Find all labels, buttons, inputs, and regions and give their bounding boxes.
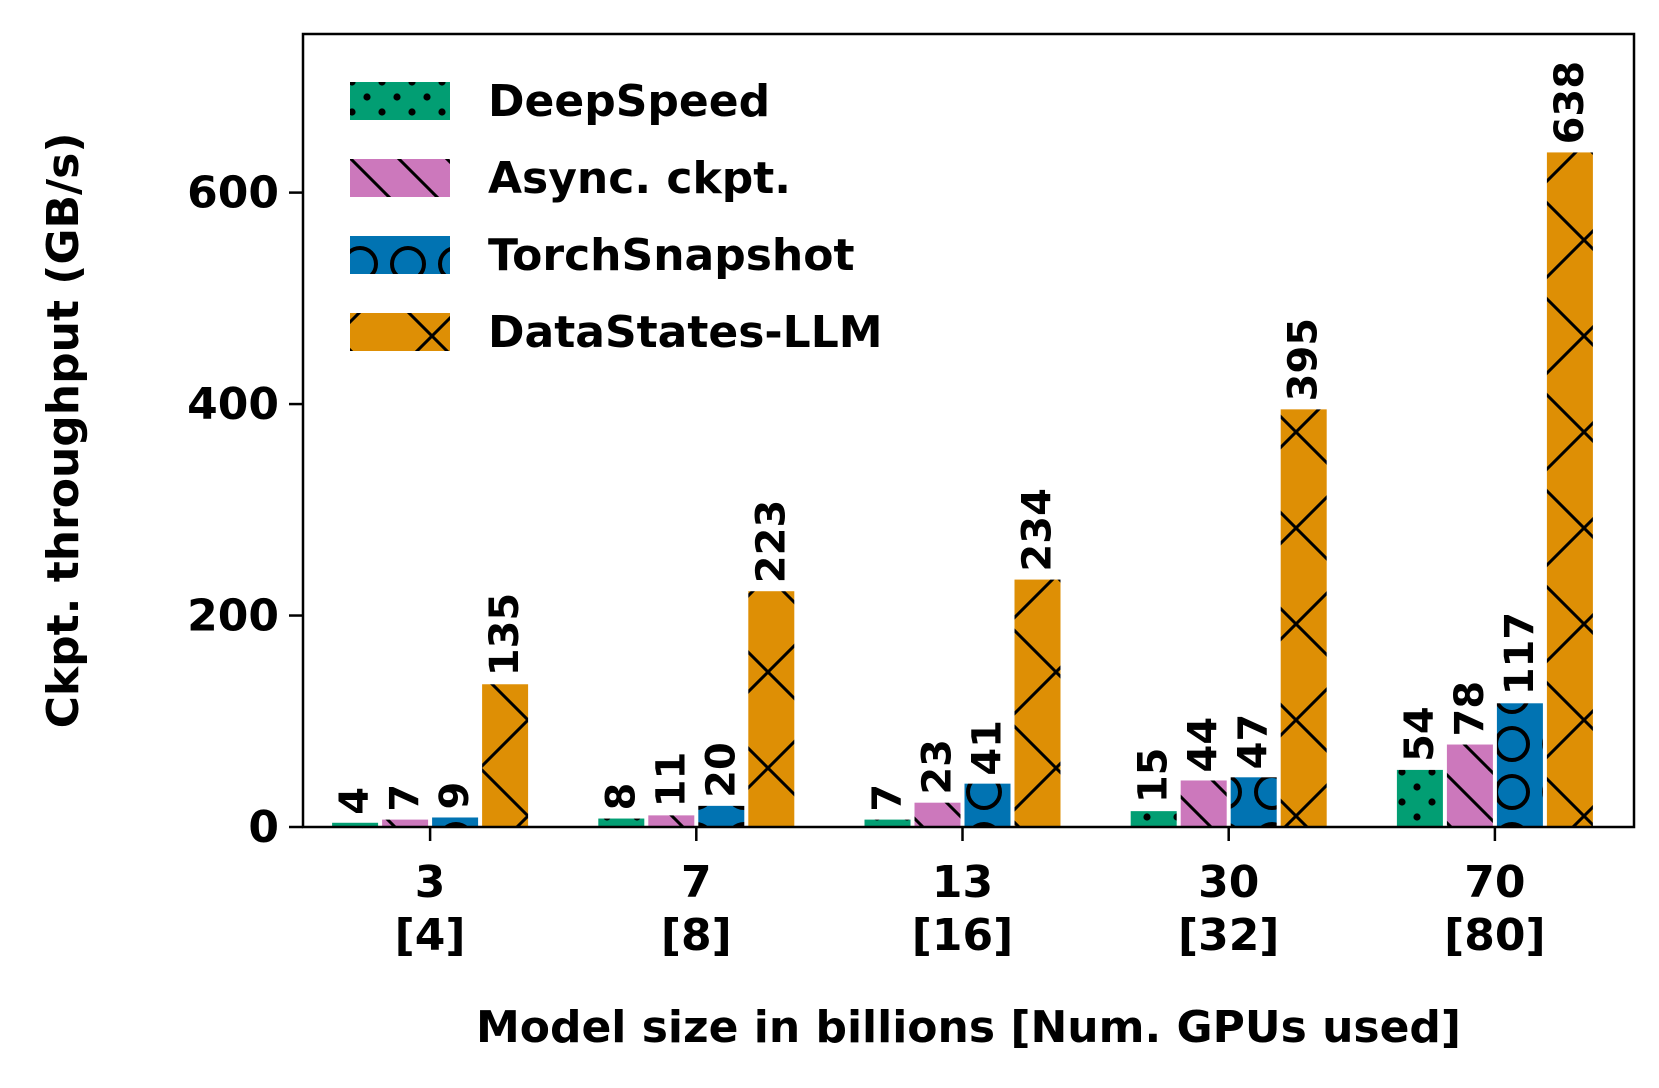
x-tick-sublabel: [8]	[661, 910, 732, 961]
x-tick-label: 30	[1198, 857, 1259, 908]
legend-label: TorchSnapshot	[488, 230, 854, 281]
data-label: 8	[598, 783, 644, 811]
legend-label: Async. ckpt.	[488, 153, 791, 204]
legend-entry: Async. ckpt.	[350, 153, 791, 204]
legend-swatch	[350, 236, 450, 274]
y-tick-label: 200	[187, 591, 279, 642]
legend-label: DeepSpeed	[488, 76, 770, 127]
legend-swatch	[350, 159, 450, 197]
data-label: 234	[1015, 488, 1061, 572]
data-label: 7	[865, 784, 911, 812]
data-label: 11	[648, 752, 694, 808]
bar-torchsnapshot-4	[1496, 703, 1543, 827]
data-label: 54	[1397, 706, 1443, 762]
bar-datastates-llm-0	[482, 684, 529, 827]
legend-entry: TorchSnapshot	[350, 230, 854, 281]
data-label: 9	[432, 782, 478, 810]
bar-datastates-llm-3	[1280, 409, 1327, 827]
y-axis-title: Ckpt. throughput (GB/s)	[38, 133, 89, 729]
bar-deepspeed-0	[332, 822, 379, 827]
y-tick-label: 0	[248, 802, 279, 853]
bar-torchsnapshot-2	[964, 783, 1011, 827]
legend: DeepSpeed Async. ckpt. TorchSnapshot DataSt…	[350, 76, 883, 358]
bar-datastates-llm-4	[1546, 152, 1593, 827]
bar-async-ckpt--4	[1446, 744, 1493, 827]
data-label: 15	[1131, 747, 1177, 803]
data-label: 7	[382, 784, 428, 812]
data-label: 135	[482, 593, 528, 677]
legend-entry: DataStates-LLM	[350, 307, 883, 358]
data-label: 23	[915, 739, 961, 795]
x-tick-label: 7	[681, 857, 712, 908]
plot-frame	[301, 32, 1636, 829]
y-tick-label: 600	[187, 168, 279, 219]
data-label: 78	[1447, 681, 1493, 737]
x-tick-label: 13	[932, 857, 993, 908]
bar-deepspeed-2	[864, 819, 911, 827]
bar-deepspeed-4	[1396, 769, 1443, 827]
x-tick-sublabel: [16]	[912, 910, 1013, 961]
data-label: 44	[1181, 717, 1227, 773]
data-label: 4	[332, 787, 378, 815]
x-tick-sublabel: [32]	[1178, 910, 1279, 961]
bar-async-ckpt--0	[382, 819, 429, 827]
bar-deepspeed-1	[598, 818, 645, 827]
bar-deepspeed-3	[1130, 811, 1177, 827]
bar-async-ckpt--3	[1180, 780, 1227, 827]
bar-datastates-llm-1	[748, 591, 795, 827]
x-tick-label: 70	[1464, 857, 1525, 908]
data-label: 47	[1231, 714, 1277, 770]
x-axis-title: Model size in billions [Num. GPUs used]	[476, 1002, 1461, 1053]
data-label: 117	[1497, 612, 1543, 696]
axes-layer: 02004006003[4]7[8]13[16]30[32]70[80]Mode…	[38, 32, 1636, 1053]
data-label: 41	[965, 720, 1011, 776]
data-label: 223	[748, 500, 794, 584]
legend-entry: DeepSpeed	[350, 76, 770, 127]
legend-swatch	[350, 313, 450, 351]
bar-torchsnapshot-1	[698, 805, 745, 827]
x-tick-sublabel: [80]	[1444, 910, 1545, 961]
y-tick-label: 400	[187, 379, 279, 430]
x-tick-sublabel: [4]	[395, 910, 466, 961]
bar-async-ckpt--2	[914, 802, 961, 827]
bar-async-ckpt--1	[648, 815, 695, 827]
bar-datastates-llm-2	[1014, 579, 1061, 827]
legend-label: DataStates-LLM	[488, 307, 883, 358]
data-label: 395	[1281, 318, 1327, 402]
bars-layer	[332, 152, 1593, 827]
data-label: 20	[698, 742, 744, 798]
data-label: 638	[1547, 61, 1593, 145]
x-tick-label: 3	[415, 857, 446, 908]
bar-torchsnapshot-0	[432, 817, 479, 827]
bar-torchsnapshot-3	[1230, 777, 1277, 827]
legend-swatch	[350, 82, 450, 120]
